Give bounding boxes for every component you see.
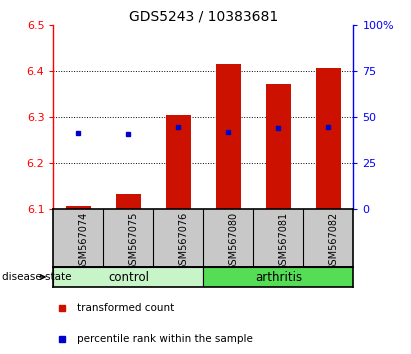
Text: GSM567081: GSM567081 [278,212,289,271]
Bar [66,206,91,209]
Text: GSM567082: GSM567082 [328,212,338,271]
Text: transformed count: transformed count [77,303,175,313]
Title: GDS5243 / 10383681: GDS5243 / 10383681 [129,10,278,24]
Bar [266,84,291,209]
Text: percentile rank within the sample: percentile rank within the sample [77,335,253,344]
Bar [216,64,241,209]
Text: disease state: disease state [2,272,72,282]
Text: arthritis: arthritis [255,270,302,284]
Text: control: control [108,270,149,284]
Bar [116,194,141,209]
Bar [166,115,191,209]
Text: GSM567074: GSM567074 [79,212,88,271]
Bar [316,69,341,209]
Text: GSM567075: GSM567075 [128,212,139,271]
Bar [53,267,203,287]
Bar [203,267,353,287]
Text: GSM567080: GSM567080 [229,212,238,271]
Text: GSM567076: GSM567076 [178,212,188,271]
